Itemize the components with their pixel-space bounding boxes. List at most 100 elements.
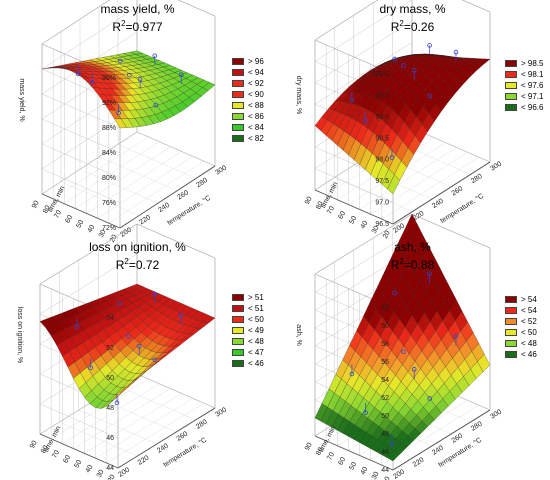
legend-entry: < 52: [505, 316, 537, 327]
y-tick-label: 40: [360, 220, 370, 230]
surface-patch: [202, 315, 216, 324]
y-tick-label: 40: [87, 224, 97, 234]
x-tick-label: 300: [489, 161, 503, 173]
legend-label: < 97.1: [521, 92, 544, 101]
z-tick-label: 58: [381, 341, 389, 348]
x-tick-label: 220: [138, 214, 152, 226]
y-tick-label: 50: [73, 459, 83, 469]
z-tick-label: 48: [106, 405, 114, 412]
z-tick-label: 48: [381, 431, 389, 438]
z-tick-label: 72%: [102, 225, 116, 232]
observation-point: [392, 290, 397, 296]
y-tick-label: 60: [337, 456, 347, 466]
observation-point: [427, 93, 433, 99]
legend-swatch: [232, 294, 244, 301]
x-axis-line: [119, 165, 216, 229]
observation-point: [178, 313, 184, 318]
legend-entry: < 48: [505, 338, 537, 349]
x-tick-label: 280: [470, 421, 484, 433]
legend-swatch: [505, 93, 517, 100]
legend-swatch: [505, 318, 517, 325]
y-axis-title: time, min: [47, 185, 67, 213]
z-tick-label: 92%: [102, 100, 116, 107]
z-tick-label: 46: [106, 435, 114, 442]
y-tick-label: 50: [348, 461, 358, 471]
legend-swatch: [232, 80, 244, 87]
y-tick-label: 60: [337, 210, 347, 220]
legend-entry: > 98.5: [505, 58, 543, 69]
z-tick-label: 96.5: [375, 221, 389, 228]
legend-swatch: [232, 349, 244, 356]
z-axis-title: loss on ignition, %: [16, 307, 23, 363]
legend-entry: < 84: [232, 122, 264, 133]
legend-swatch: [505, 71, 517, 78]
y-tick-label: 40: [360, 466, 370, 476]
surface-patch: [477, 58, 491, 65]
legend-swatch: [505, 104, 517, 111]
tick-labels: 200220240260280300203040506070809096.597…: [304, 71, 503, 240]
z-tick-label: 62: [381, 305, 389, 312]
observation-point: [76, 71, 81, 77]
y-tick-label: 40: [85, 464, 95, 474]
y-tick-label: 30: [371, 225, 381, 235]
legend-swatch: [232, 338, 244, 345]
x-tick-label: 220: [137, 455, 151, 467]
legend-entry: < 54: [505, 305, 537, 316]
surface-patch: [202, 82, 216, 91]
x-tick-label: 220: [412, 457, 426, 469]
y-axis-line: [39, 433, 119, 469]
observation-point: [152, 357, 158, 363]
y-tick-label: 60: [62, 454, 72, 464]
observation-point: [153, 102, 159, 108]
x-axis-title: temperature, °C: [166, 194, 212, 227]
legend: > 98.5 < 98.1 < 97.6 < 97.1 < 96.6: [505, 58, 543, 113]
z-tick-label: 98.5: [375, 135, 389, 142]
observations: [74, 291, 184, 406]
legend-entry: < 97.6: [505, 80, 543, 91]
observation-point: [117, 58, 123, 64]
observation-point: [137, 77, 143, 82]
observation-point: [427, 271, 432, 277]
legend-label: < 84: [248, 123, 264, 132]
legend-label: < 48: [248, 337, 264, 346]
y-tick-label: 30: [371, 471, 381, 480]
y-tick-label: 20: [382, 476, 392, 480]
z-axis-title: mass yield, %: [18, 78, 25, 121]
observation-point: [127, 72, 132, 78]
y-tick-label: 20: [109, 234, 119, 244]
legend-entry: < 50: [505, 327, 537, 338]
observation-point: [89, 79, 95, 85]
panel-mass-yield: 200 220 240 260 280 300 20 30 40 50 60 70 80 90 72% 76%…: [0, 0, 275, 244]
legend-swatch: [232, 316, 244, 323]
legend-entry: < 50: [232, 314, 264, 325]
panel-dry-mass: 200 220 240 260 280 300 20 30 40 50 60 70 80 90 96.5 97…: [275, 0, 550, 240]
legend-swatch: [505, 307, 517, 314]
legend-entry: < 98.1: [505, 69, 543, 80]
legend-swatch: [232, 124, 244, 131]
legend-entry: > 51: [232, 292, 264, 303]
z-tick-label: 60: [381, 323, 389, 330]
x-tick-label: 280: [195, 419, 209, 431]
legend-entry: > 96: [232, 56, 264, 67]
legend-swatch: [232, 69, 244, 76]
z-tick-label: 50: [381, 413, 389, 420]
r-squared-label: R2=0.88: [390, 257, 435, 272]
z-tick-label: 97.0: [375, 200, 389, 207]
legend-label: < 48: [521, 339, 537, 348]
y-tick-label: 90: [304, 196, 314, 206]
x-axis-title: temperature, °C: [162, 436, 208, 469]
observation-point: [401, 349, 406, 355]
legend-label: > 96: [248, 57, 264, 66]
legend-label: < 86: [248, 112, 264, 121]
z-tick-label: 100.0: [371, 71, 389, 78]
chart-title: dry mass, %: [379, 2, 446, 16]
r-squared-label: R2=0.72: [115, 257, 160, 272]
observation-point: [116, 110, 121, 116]
z-tick-label: 52: [106, 345, 114, 352]
r-squared-label: R2=0.26: [390, 19, 435, 34]
legend-entry: < 51: [232, 303, 264, 314]
observation-point: [389, 155, 395, 160]
legend-label: < 52: [521, 317, 537, 326]
legend-label: < 46: [248, 359, 264, 368]
